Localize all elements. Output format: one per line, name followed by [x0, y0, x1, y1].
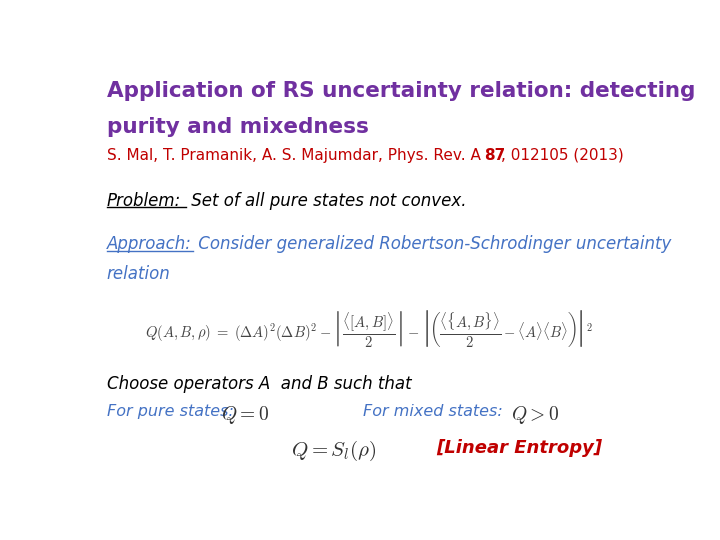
Text: , 012105 (2013): , 012105 (2013): [500, 148, 624, 163]
Text: relation: relation: [107, 265, 171, 283]
Text: Set of all pure states not convex.: Set of all pure states not convex.: [186, 192, 467, 210]
Text: $Q = 0$: $Q = 0$: [221, 404, 269, 426]
Text: $Q(A,B,\rho) \;=\; (\Delta A)^2(\Delta B)^2 - \left|\dfrac{\langle [A,B] \rangle: $Q(A,B,\rho) \;=\; (\Delta A)^2(\Delta B…: [145, 308, 593, 349]
Text: S. Mal, T. Pramanik, A. S. Majumdar, Phys. Rev. A: S. Mal, T. Pramanik, A. S. Majumdar, Phy…: [107, 148, 485, 163]
Text: Application of RS uncertainty relation: detecting: Application of RS uncertainty relation: …: [107, 82, 695, 102]
Text: For mixed states:: For mixed states:: [364, 404, 503, 418]
Text: Approach:: Approach:: [107, 235, 192, 253]
Text: Consider generalized Robertson-Schrodinger uncertainty: Consider generalized Robertson-Schroding…: [193, 235, 672, 253]
Text: 87: 87: [484, 148, 505, 163]
Text: Choose operators A  and B such that: Choose operators A and B such that: [107, 375, 411, 393]
Text: $Q = S_l(\rho)$: $Q = S_l(\rho)$: [291, 439, 376, 463]
Text: purity and mixedness: purity and mixedness: [107, 117, 369, 137]
Text: For pure states:: For pure states:: [107, 404, 233, 418]
Text: $Q > 0$: $Q > 0$: [511, 404, 559, 426]
Text: Problem:: Problem:: [107, 192, 181, 210]
Text: [Linear Entropy]: [Linear Entropy]: [436, 439, 602, 457]
